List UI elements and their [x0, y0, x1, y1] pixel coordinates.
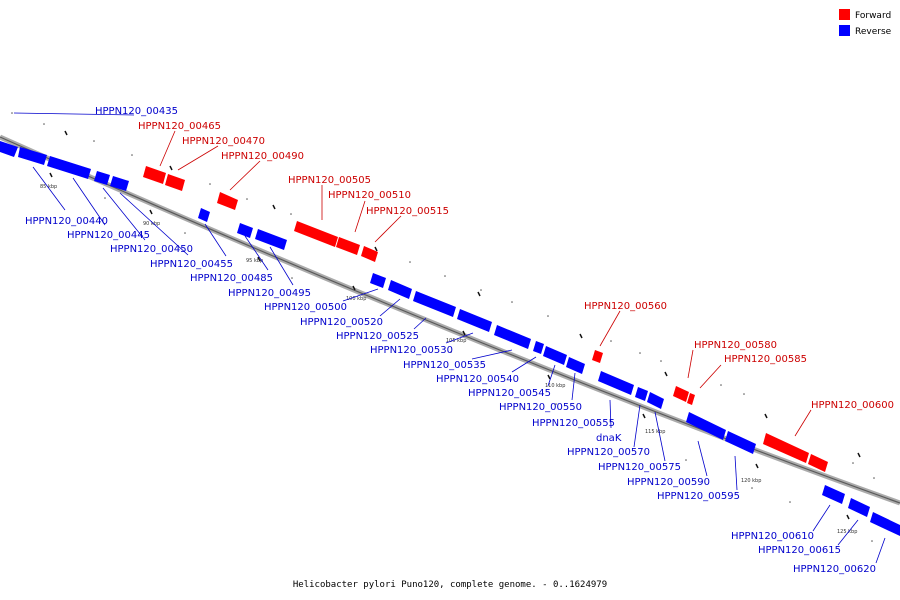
forward-gene-labels: HPPN120_00465 HPPN120_00470 HPPN120_0049…	[138, 121, 894, 411]
gene-label: HPPN120_00470	[182, 136, 265, 147]
tick-label: 115 kbp	[645, 429, 665, 435]
gene-arrow-forward	[592, 350, 603, 363]
outer-dot-ring	[11, 112, 875, 479]
gene-label: HPPN120_00535	[403, 360, 486, 371]
gene-arrow-reverse	[110, 176, 129, 191]
reverse-gene-labels: HPPN120_00435 HPPN120_00440 HPPN120_0044…	[25, 106, 876, 575]
leader-lines	[13, 112, 886, 564]
forward-genes	[143, 166, 828, 472]
gene-arrow-reverse	[18, 147, 47, 165]
gene-arrow-forward	[361, 246, 378, 262]
gene-arrow-forward	[763, 433, 809, 463]
gene-label: HPPN120_00465	[138, 121, 221, 132]
tick-label: 110 kbp	[545, 383, 565, 389]
gene-arrow-forward	[217, 192, 238, 210]
gene-arrow-reverse	[237, 223, 253, 238]
gene-arrow-forward	[687, 393, 695, 405]
gene-label: HPPN120_00510	[328, 190, 411, 201]
gene-arrow-reverse	[388, 280, 412, 299]
gene-arrow-reverse	[647, 392, 664, 409]
gene-label: HPPN120_00495	[228, 288, 311, 299]
tick-label: 105 kbp	[446, 338, 466, 344]
legend-reverse-label: Reverse	[855, 27, 892, 37]
tick-label: 90 kbp	[143, 221, 160, 227]
gene-label: HPPN120_00500	[264, 302, 347, 313]
inner-dot-ring	[104, 197, 873, 542]
legend: Forward Reverse	[839, 9, 892, 37]
gene-label: HPPN120_00455	[150, 259, 233, 270]
gene-arrow-reverse	[725, 431, 756, 454]
gene-label: HPPN120_00520	[300, 317, 383, 328]
tick-label: 95 kbp	[246, 258, 263, 264]
gene-label: HPPN120_00440	[25, 216, 108, 227]
gene-label: HPPN120_00540	[436, 374, 519, 385]
gene-arrow-reverse	[94, 171, 110, 185]
tick-labels: 85 kbp 90 kbp 95 kbp 100 kbp 105 kbp 110…	[40, 184, 857, 535]
gene-arrow-reverse	[370, 273, 386, 288]
gene-arrow-forward	[808, 454, 828, 472]
gene-label: HPPN120_00620	[793, 564, 876, 575]
tick-label: 125 kbp	[837, 529, 857, 535]
gene-label: HPPN120_00610	[731, 531, 814, 542]
gene-arrow-forward	[336, 237, 360, 255]
gene-label: HPPN120_00595	[657, 491, 740, 502]
gene-arrow-forward	[294, 221, 338, 247]
gene-arrow-reverse	[0, 141, 18, 157]
gene-label: HPPN120_00485	[190, 273, 273, 284]
gene-arrow-forward	[165, 174, 185, 191]
gene-label: HPPN120_00585	[724, 354, 807, 365]
genome-backbone	[0, 134, 900, 506]
gene-label: HPPN120_00590	[627, 477, 710, 488]
gene-label: HPPN120_00600	[811, 400, 894, 411]
gene-arrow-reverse	[533, 341, 544, 354]
gene-arrow-reverse	[848, 498, 870, 517]
legend-forward-label: Forward	[855, 11, 891, 21]
gene-label: HPPN120_00490	[221, 151, 304, 162]
gene-label: HPPN120_00450	[110, 244, 193, 255]
gene-arrow-reverse	[413, 291, 456, 317]
gene-label: HPPN120_00505	[288, 175, 371, 186]
map-caption: Helicobacter pylori Puno120, complete ge…	[293, 580, 607, 590]
gene-label: HPPN120_00445	[67, 230, 150, 241]
gene-arrow-reverse	[198, 208, 210, 222]
gene-label: HPPN120_00560	[584, 301, 667, 312]
legend-reverse-swatch	[839, 25, 850, 36]
gene-label: HPPN120_00550	[499, 402, 582, 413]
gene-label: HPPN120_00580	[694, 340, 777, 351]
gene-arrow-forward	[143, 166, 166, 184]
gene-label: HPPN120_00545	[468, 388, 551, 399]
gene-label: dnaK	[596, 433, 622, 444]
tick-label: 85 kbp	[40, 184, 57, 190]
gene-arrow-reverse	[566, 357, 585, 374]
gene-label: HPPN120_00435	[95, 106, 178, 117]
gene-arrow-reverse	[255, 229, 287, 250]
gene-label: HPPN120_00515	[366, 206, 449, 217]
gene-arrow-reverse	[635, 387, 648, 401]
gene-label: HPPN120_00555	[532, 418, 615, 429]
tick-marks	[49, 130, 861, 520]
genome-backbone-core	[0, 136, 900, 504]
gene-arrow-reverse	[47, 156, 91, 179]
gene-arrow-reverse	[543, 346, 567, 365]
gene-arrow-reverse	[494, 325, 531, 349]
gene-label: HPPN120_00525	[336, 331, 419, 342]
gene-label: HPPN120_00570	[567, 447, 650, 458]
gene-arrow-reverse	[822, 485, 845, 504]
gene-label: HPPN120_00615	[758, 545, 841, 556]
gene-label: HPPN120_00575	[598, 462, 681, 473]
tick-label: 100 kbp	[346, 296, 366, 302]
gene-arrow-reverse	[598, 371, 634, 395]
gene-label: HPPN120_00530	[370, 345, 453, 356]
gene-arrow-reverse	[686, 412, 726, 440]
gene-arrow-reverse	[457, 309, 492, 332]
gene-arrow-forward	[673, 386, 689, 402]
reverse-genes	[0, 141, 900, 536]
tick-label: 120 kbp	[741, 478, 761, 484]
legend-forward-swatch	[839, 9, 850, 20]
gene-arrow-reverse	[870, 512, 900, 536]
